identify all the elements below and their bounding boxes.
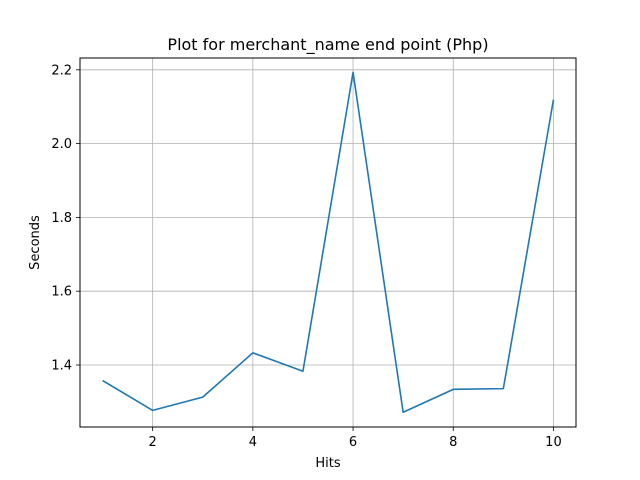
series-line	[102, 71, 555, 414]
x-tick-label: 8	[449, 435, 457, 450]
x-tick-label: 6	[349, 435, 357, 450]
x-axis-label: Hits	[315, 456, 340, 471]
y-axis-label: Seconds	[28, 215, 43, 270]
plot-frame	[79, 57, 577, 428]
grid	[80, 58, 576, 427]
series-layer	[102, 71, 555, 414]
chart-title: Plot for merchant_name end point (Php)	[167, 35, 488, 55]
x-tick-label: 10	[545, 435, 562, 450]
tick-layer: 2 4 6 8 10 1.4 1.6 1.8 2.0 2.2	[51, 63, 561, 450]
y-tick-label: 1.6	[51, 285, 72, 300]
y-tick-label: 2.0	[51, 137, 72, 152]
y-tick-label: 1.4	[51, 359, 72, 374]
x-tick-label: 2	[149, 435, 157, 450]
y-tick-label: 1.8	[51, 211, 72, 226]
y-tick-label: 2.2	[51, 63, 72, 78]
x-tick-label: 4	[249, 435, 257, 450]
